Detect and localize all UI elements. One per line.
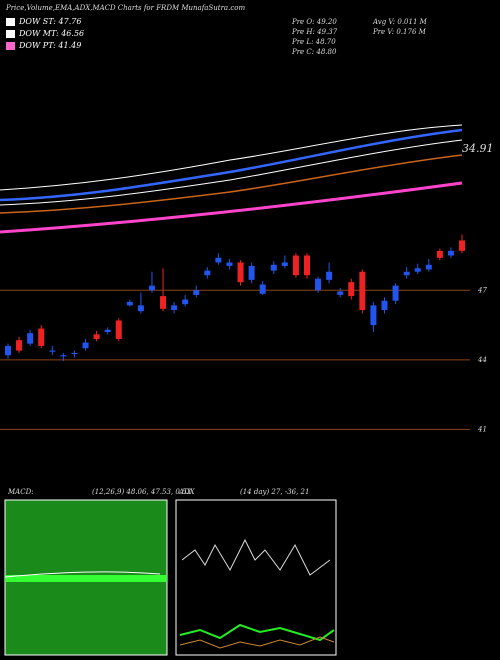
candle-body xyxy=(71,352,78,355)
candle-body xyxy=(82,342,89,349)
candle-body xyxy=(436,250,443,258)
price-line xyxy=(0,124,463,191)
di-plus-line xyxy=(179,623,335,642)
adx-box xyxy=(175,499,337,656)
legend-label: DOW PT: 41.49 xyxy=(18,41,81,50)
candle-body xyxy=(270,264,277,271)
candle-body xyxy=(303,255,310,276)
candle-body xyxy=(292,255,299,276)
ema-line xyxy=(0,128,463,202)
adx-panel: ADX (14 day) 27, -36, 21 xyxy=(175,488,337,656)
candle-body xyxy=(104,329,111,333)
candle-body xyxy=(148,285,155,291)
candle-body xyxy=(171,305,178,310)
candle-body xyxy=(193,290,200,295)
candle-body xyxy=(49,350,56,352)
candle-body xyxy=(337,291,344,295)
ema-panel: 34.91 xyxy=(0,124,494,234)
candle-body xyxy=(93,334,100,339)
candle-body xyxy=(60,355,67,357)
chart-title: Price,Volume,EMA,ADX,MACD Charts for FRD… xyxy=(5,4,245,12)
macd-label: MACD: xyxy=(7,488,34,496)
candle-body xyxy=(226,262,233,266)
candle-body xyxy=(326,271,333,280)
candle-body xyxy=(5,345,11,356)
ema-label: 34.91 xyxy=(462,142,494,155)
candle-body xyxy=(215,257,222,263)
candle-body xyxy=(315,278,322,291)
candle-body xyxy=(447,250,454,256)
candle-body xyxy=(38,328,45,346)
candle-body xyxy=(281,262,288,266)
adx-values: (14 day) 27, -36, 21 xyxy=(240,488,309,496)
macd-line xyxy=(4,571,161,578)
legend-swatch xyxy=(6,30,15,38)
candle-body xyxy=(403,271,410,276)
info-text: Pre H: 49.37 xyxy=(291,28,338,36)
candle-body xyxy=(204,270,211,276)
candle-body xyxy=(115,320,122,339)
candle-body xyxy=(237,262,244,283)
candle-body xyxy=(425,264,432,270)
candle-body xyxy=(182,299,189,305)
y-tick-label: 47 xyxy=(477,286,487,294)
candle-body xyxy=(126,301,133,306)
candle-body xyxy=(248,265,255,280)
macd-values: (12,26,9) 48.06, 47.53, 0.53 xyxy=(92,488,192,496)
candle-body xyxy=(160,296,167,309)
info-text: Pre V: 0.176 M xyxy=(372,28,427,36)
candle-body xyxy=(259,284,266,294)
adx-line xyxy=(181,538,331,576)
candle-body xyxy=(392,285,399,301)
ema-line xyxy=(0,181,463,234)
candle-body xyxy=(359,271,366,310)
info-text: Pre O: 49.20 xyxy=(291,18,337,26)
candle-body xyxy=(459,240,465,251)
di-minus-line xyxy=(179,636,335,649)
macd-hist xyxy=(5,575,167,582)
legend-swatch xyxy=(6,18,15,26)
candle-body xyxy=(370,305,377,326)
candle-body xyxy=(381,300,388,310)
legend-label: DOW ST: 47.76 xyxy=(18,17,81,26)
info-text: Pre C: 48.80 xyxy=(291,48,337,56)
candle-body xyxy=(348,282,355,297)
adx-label: ADX xyxy=(178,488,196,496)
info-text: Avg V: 0.011 M xyxy=(372,18,428,26)
legend-swatch xyxy=(6,42,15,50)
candle-body xyxy=(137,305,144,312)
ema-line xyxy=(0,139,463,206)
info-text: Pre L: 48.70 xyxy=(291,38,336,46)
legend-label: DOW MT: 46.56 xyxy=(18,29,84,38)
y-tick-label: 44 xyxy=(477,356,487,364)
candle-body xyxy=(27,333,34,344)
candle-body xyxy=(16,340,23,351)
macd-panel: MACD: (12,26,9) 48.06, 47.53, 0.53 xyxy=(4,488,192,656)
y-tick-label: 41 xyxy=(477,425,487,433)
ema-line xyxy=(0,154,463,214)
candle-body xyxy=(414,268,421,272)
